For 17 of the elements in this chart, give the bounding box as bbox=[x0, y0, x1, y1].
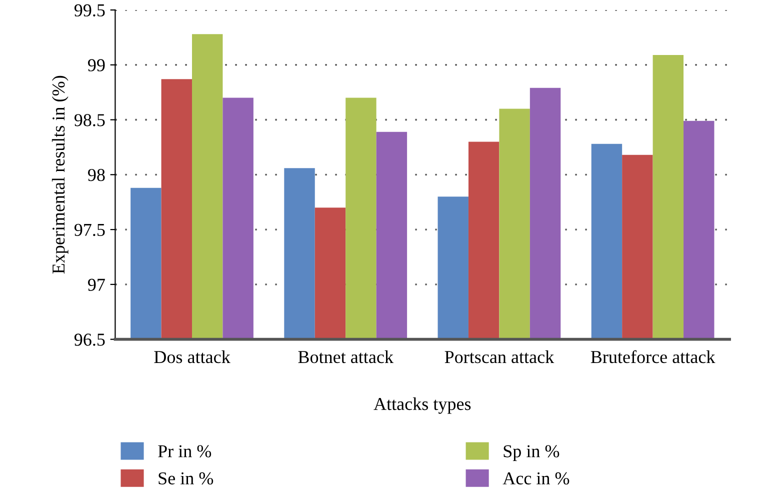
y-tick-label: 98 bbox=[88, 168, 105, 182]
y-tick-label: 99 bbox=[88, 59, 105, 72]
x-tick-label: Botnet attack bbox=[298, 350, 394, 364]
legend-label: Sp in % bbox=[504, 445, 560, 462]
legend-label: Acc in % bbox=[502, 472, 570, 485]
y-tick-label: 99.5 bbox=[74, 4, 105, 16]
legend-label: Se in % bbox=[158, 472, 214, 485]
y-axis-title: Experimental results in (%) bbox=[52, 76, 68, 274]
x-tick-label: Bruteforce attack bbox=[590, 350, 716, 364]
y-tick-label: 98.5 bbox=[74, 114, 105, 126]
y-tick-label: 97.5 bbox=[74, 224, 105, 236]
y-tick-label: 96.5 bbox=[74, 334, 105, 346]
legend-label: Pr in % bbox=[158, 445, 212, 458]
x-axis-title: Attacks types bbox=[374, 397, 471, 414]
x-tick-label: Dos attack bbox=[154, 350, 230, 364]
y-tick-label: 97 bbox=[88, 278, 105, 291]
x-tick-label: Portscan attack bbox=[444, 350, 554, 364]
